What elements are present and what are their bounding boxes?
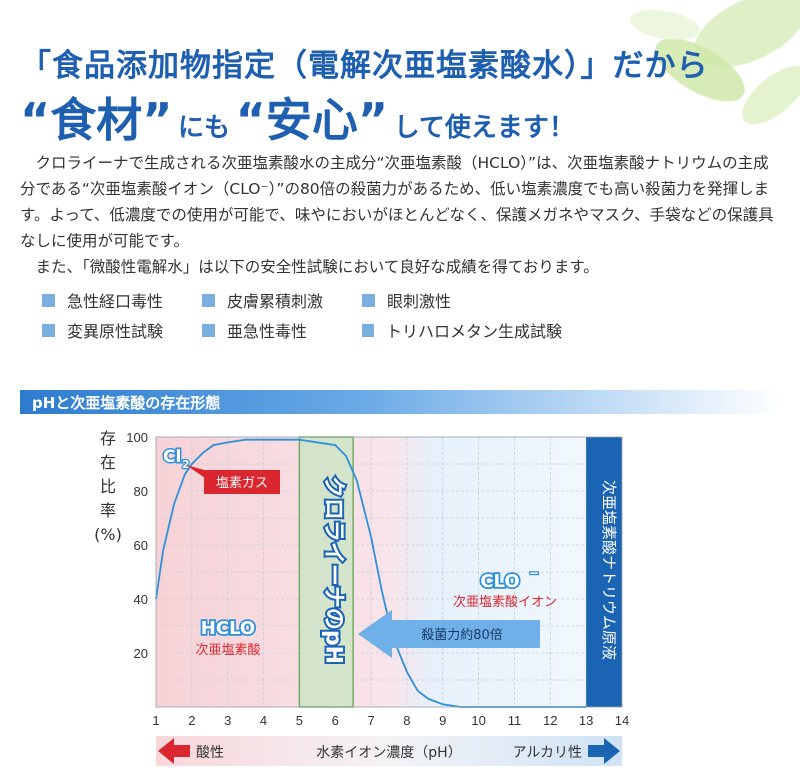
sodium-label: 次亜塩素酸ナトリウム原液 bbox=[600, 480, 618, 660]
gas-label: 塩素ガス bbox=[216, 476, 268, 491]
hclo-curve bbox=[155, 438, 587, 708]
bullet-square-icon bbox=[42, 293, 55, 307]
y-tick-label: 60 bbox=[134, 538, 148, 553]
acid-label: 酸性 bbox=[196, 745, 224, 761]
test-item: 急性経口毒性 bbox=[42, 288, 202, 312]
headline-nimo: にも bbox=[178, 113, 231, 143]
clo-sub-label: 次亜塩素酸イオン bbox=[453, 594, 557, 610]
sodium-hypochlorite-band bbox=[586, 437, 622, 707]
x-tick-label: 14 bbox=[615, 713, 629, 728]
chlorina-ph-label: クロライーナのpH bbox=[320, 476, 345, 664]
ph-scale-bar bbox=[156, 736, 622, 766]
x-tick-label: 10 bbox=[471, 713, 485, 728]
cl2-label: Cl bbox=[163, 447, 181, 467]
body-paragraph-1: クロライーナで生成される次亜塩素酸水の主成分“次亜塩素酸（HCLO）”は、次亜塩… bbox=[20, 154, 774, 250]
x-tick-label: 9 bbox=[439, 713, 446, 728]
y-tick-label: 40 bbox=[134, 592, 148, 607]
body-paragraph-2: また、「微酸性電解水」は以下の安全性試験において良好な成績を得ております。 bbox=[35, 258, 599, 276]
x-tick-label: 13 bbox=[579, 713, 593, 728]
gas-callout-pointer bbox=[186, 465, 208, 480]
clo-superscript: − bbox=[529, 566, 539, 580]
acid-arrow-icon bbox=[158, 738, 190, 764]
x-tick-label: 6 bbox=[332, 713, 339, 728]
cl2-subscript: 2 bbox=[182, 458, 190, 471]
bullet-square-icon bbox=[202, 293, 215, 307]
section-title: pHと次亜塩素酸の存在形態 bbox=[32, 394, 221, 412]
headline-anshin: “安心” bbox=[235, 93, 389, 147]
headline-line1: 「食品添加物指定（電解次亜塩素酸水）」だから bbox=[20, 48, 709, 84]
clo-label: CLO bbox=[480, 571, 519, 592]
test-item: トリハロメタン生成試験 bbox=[362, 318, 562, 342]
bactericidal-arrow bbox=[358, 610, 540, 658]
y-axis-label: 比 bbox=[100, 477, 116, 496]
bullet-square-icon bbox=[362, 293, 375, 307]
section-title-bar: pHと次亜塩素酸の存在形態 bbox=[20, 390, 780, 414]
hclo-sub-label: 次亜塩素酸 bbox=[195, 642, 260, 658]
x-tick-label: 12 bbox=[543, 713, 557, 728]
plot-frame bbox=[155, 436, 623, 708]
test-item: 亜急性毒性 bbox=[202, 318, 362, 342]
headline-line2: “食材” にも “安心” して使えます！ bbox=[20, 84, 575, 150]
x-tick-label: 3 bbox=[224, 713, 231, 728]
hclo-label: HCLO bbox=[201, 618, 255, 639]
y-tick-label: 100 bbox=[126, 430, 148, 445]
safety-test-list: 急性経口毒性 皮膚累積刺激 眼刺激性 変異原性試験 亜急性毒性 トリハロメタン生… bbox=[42, 288, 562, 342]
leaf-decoration bbox=[580, 0, 800, 150]
alkali-label: アルカリ性 bbox=[513, 745, 582, 761]
test-item: 眼刺激性 bbox=[362, 288, 562, 312]
y-axis-label: 率 bbox=[100, 501, 116, 520]
y-tick-label: 80 bbox=[134, 484, 148, 499]
x-tick-label: 4 bbox=[260, 713, 267, 728]
bullet-square-icon bbox=[42, 323, 55, 337]
bactericidal-label: 殺菌力約80倍 bbox=[421, 628, 503, 643]
bullet-square-icon bbox=[362, 323, 374, 337]
x-tick-label: 11 bbox=[508, 713, 522, 728]
test-item: 皮膚累積刺激 bbox=[202, 288, 362, 312]
gas-callout-box bbox=[204, 470, 280, 494]
x-axis-label: 水素イオン濃度（pH） bbox=[316, 745, 461, 761]
x-tick-label: 1 bbox=[152, 713, 159, 728]
y-axis-label: 在 bbox=[100, 453, 116, 472]
x-tick-label: 8 bbox=[403, 713, 410, 728]
test-item: 変異原性試験 bbox=[42, 318, 202, 342]
x-tick-label: 7 bbox=[367, 713, 374, 728]
y-axis-label: (%) bbox=[94, 525, 122, 544]
alkali-arrow-icon bbox=[588, 738, 620, 764]
headline-tail: して使えます！ bbox=[393, 113, 575, 143]
x-tick-label: 5 bbox=[296, 713, 303, 728]
y-tick-label: 20 bbox=[134, 646, 148, 661]
body-text: クロライーナで生成される次亜塩素酸水の主成分“次亜塩素酸（HCLO）”は、次亜塩… bbox=[20, 150, 780, 280]
x-tick-label: 2 bbox=[188, 713, 195, 728]
headline-food: “食材” bbox=[20, 93, 173, 147]
y-axis-label: 存 bbox=[100, 429, 116, 448]
bullet-square-icon bbox=[202, 323, 215, 337]
